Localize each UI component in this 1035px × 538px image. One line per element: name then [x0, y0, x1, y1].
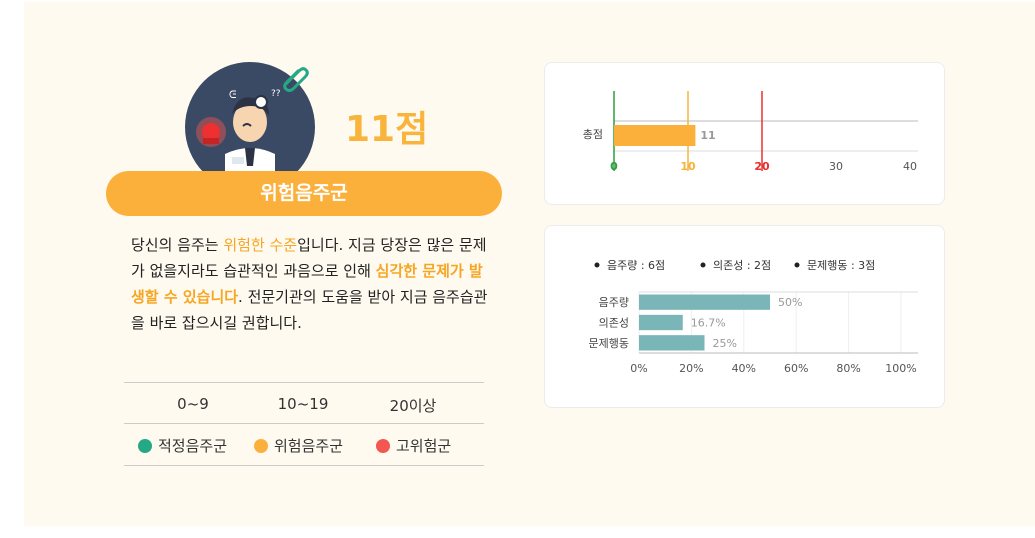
orange-dot-icon — [254, 438, 268, 453]
legend-dot-icon — [700, 262, 706, 268]
bar — [639, 294, 770, 310]
paperclip-icon — [283, 67, 309, 92]
bar — [614, 125, 696, 146]
bar — [639, 335, 705, 351]
range-mid: 10~19 — [277, 395, 329, 413]
divider — [124, 423, 484, 424]
legend-label: 문제행동 : 3점 — [807, 259, 875, 272]
x-tick-label: 60% — [784, 362, 808, 375]
legend-label: 의존성 : 2점 — [713, 259, 771, 272]
bar-value-label: 11 — [700, 129, 715, 142]
x-tick-label: 40% — [732, 362, 756, 375]
category-label: 총점 — [583, 128, 603, 141]
threshold-label: 0 — [610, 160, 618, 173]
category-ratio-chart-card: 음주량 : 6점 의존성 : 2점 문제행동 : 3점 0% 20% 40% 60% 80% 1… — [544, 225, 945, 408]
x-tick-label: 20% — [679, 362, 703, 375]
total-score-chart-card: 01020304001020총점11 — [544, 62, 945, 205]
risk-level-badge: 위험음주군 — [106, 171, 502, 216]
threshold-label: 10 — [680, 160, 696, 173]
bar-value-label: 16.7% — [691, 317, 726, 330]
threshold-label: 20 — [754, 160, 770, 173]
bar — [639, 314, 683, 331]
result-description: 당신의 음주는 위험한 수준입니다. 지금 당장은 많은 문제가 없을지라도 습… — [131, 236, 488, 332]
range-low: 0~9 — [177, 395, 209, 413]
score-range-table: 0~9 10~19 20이상 적정음주군 위험음주군 고위험군 — [124, 382, 484, 466]
bar-value-label: 25% — [713, 337, 737, 350]
score-value: 11점 — [345, 109, 429, 150]
green-dot-icon — [138, 438, 152, 453]
x-tick-label: 0% — [630, 362, 647, 375]
legend-dot-icon — [794, 262, 800, 268]
x-tick-label: 30 — [829, 160, 843, 173]
total-score-chart: 01020304001020총점11 — [583, 91, 918, 173]
legend-normal: 적정음주군 — [138, 435, 227, 456]
legend-high-risk: 고위험군 — [376, 435, 451, 456]
legend-label: 음주량 : 6점 — [607, 259, 665, 272]
x-tick-label: 100% — [885, 362, 916, 375]
category-ratio-chart: 음주량 : 6점 의존성 : 2점 문제행동 : 3점 0% 20% 40% 60% 80% 1… — [589, 259, 918, 375]
svg-text:ᕮ: ᕮ — [229, 90, 236, 101]
legend-risk: 위험음주군 — [254, 435, 343, 456]
svg-text:??: ?? — [271, 89, 281, 99]
legend-dot-icon — [594, 262, 600, 268]
x-tick-label: 80% — [836, 362, 860, 375]
category-label: 의존성 — [599, 317, 629, 330]
highlight-warning: 심각한 문제가 발생할 수 있습니다 — [131, 262, 483, 306]
red-dot-icon — [376, 438, 390, 453]
bar-value-label: 50% — [778, 296, 802, 309]
x-tick-label: 40 — [903, 160, 917, 173]
category-label: 문제행동 — [589, 337, 629, 350]
category-label: 음주량 — [599, 296, 629, 309]
doctor-alert-illustration: ᕮ ?? — [185, 62, 315, 192]
highlight-risk-level: 위험한 수준 — [223, 236, 298, 254]
range-high: 20이상 — [389, 397, 437, 415]
